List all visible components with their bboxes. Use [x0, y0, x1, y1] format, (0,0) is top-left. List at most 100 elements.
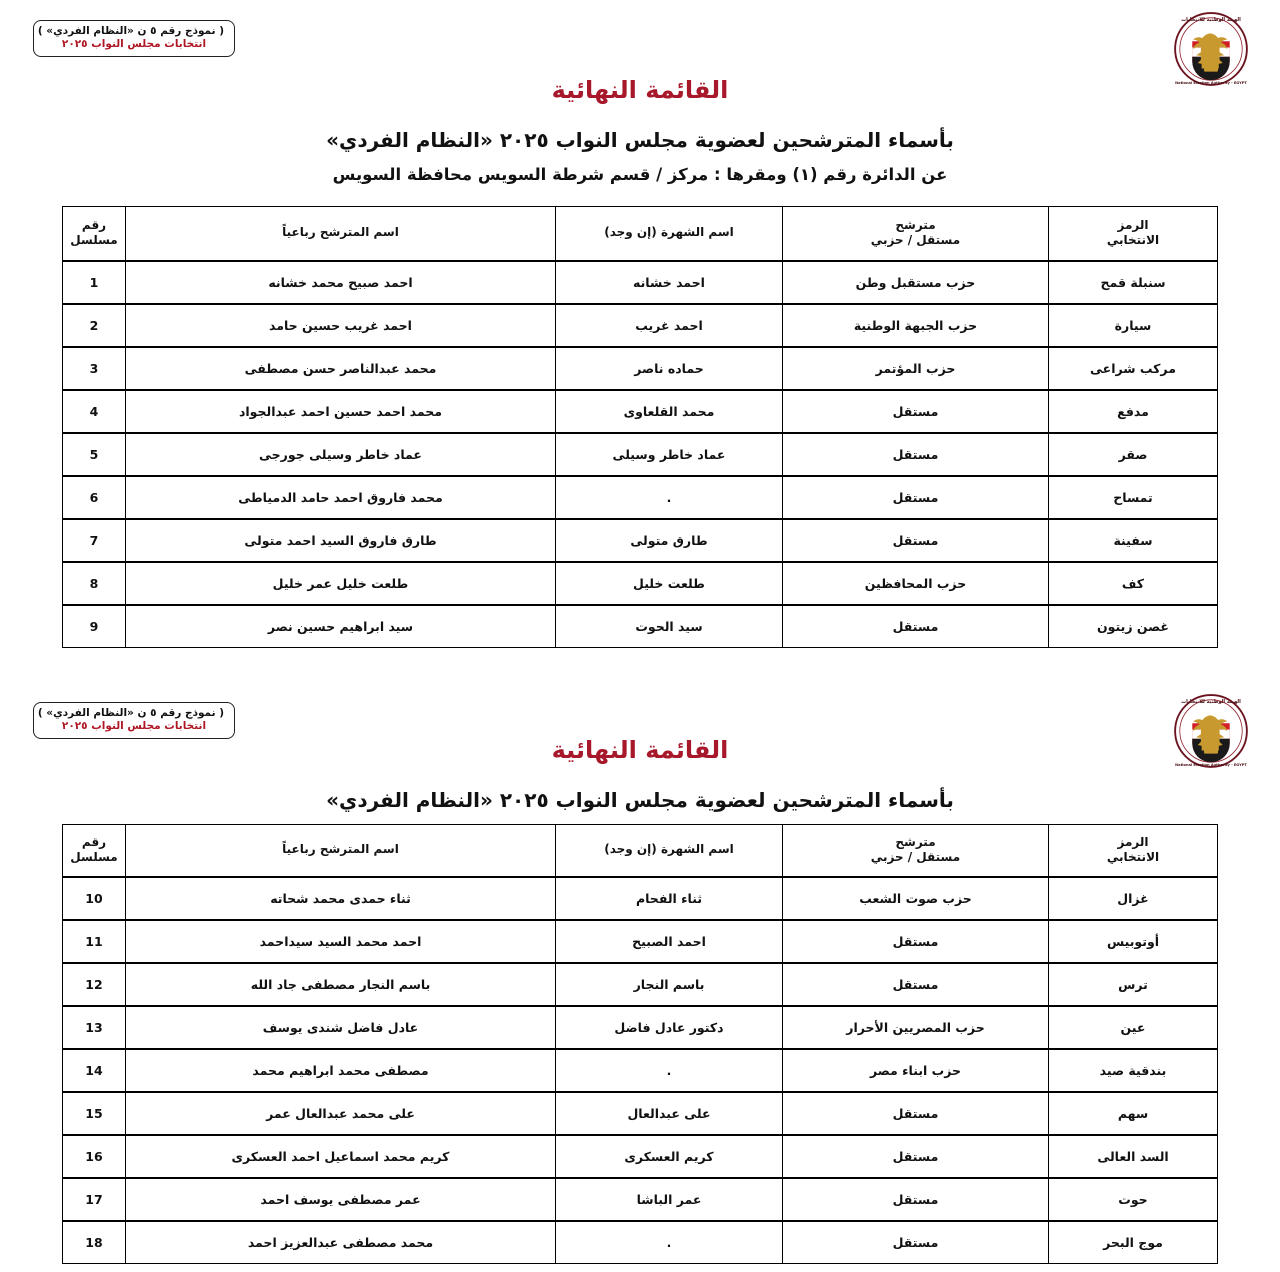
cell-name: ثناء حمدى محمد شحاته: [125, 875, 556, 920]
cell-party: مستقل: [782, 388, 1049, 433]
cell-party: حزب صوت الشعب: [782, 875, 1049, 920]
cell-name: محمد عبدالناصر حسن مصطفى: [125, 345, 556, 390]
national-election-authority-logo: الهيئة الوطنية للانتخابات National Elect…: [1172, 692, 1250, 770]
cell-serial: 5: [62, 431, 126, 476]
cell-symbol: تمساح: [1048, 474, 1218, 519]
cell-serial: 7: [62, 517, 126, 562]
form-tag-line1: ( نموذج رقم ٥ ن «النظام الفردي» ): [37, 25, 224, 37]
cell-symbol: سفينة: [1048, 517, 1218, 562]
table-row: مركب شراعى حزب المؤتمر حماده ناصر محمد ع…: [62, 345, 1218, 390]
header-symbol: الرمز الانتخابي: [1048, 824, 1218, 878]
header-party: مترشح مستقل / حزبي: [782, 824, 1049, 878]
cell-fame: باسم النجار: [555, 961, 783, 1006]
table-row: غصن زيتون مستقل سيد الحوت سيد ابراهيم حس…: [62, 603, 1218, 648]
cell-name: باسم النجار مصطفى جاد الله: [125, 961, 556, 1006]
cell-fame: محمد القلعاوى: [555, 388, 783, 433]
cell-party: حزب المؤتمر: [782, 345, 1049, 390]
cell-serial: 16: [62, 1133, 126, 1178]
cell-fame: على عبدالعال: [555, 1090, 783, 1135]
section-one-subtitle: بأسماء المترشحين لعضوية مجلس النواب ٢٠٢٥…: [326, 128, 954, 152]
cell-party: حزب المحافظين: [782, 560, 1049, 605]
cell-fame: ثناء الفحام: [555, 875, 783, 920]
table-row: سيارة حزب الجبهة الوطنية احمد غريب احمد …: [62, 302, 1218, 347]
cell-serial: 6: [62, 474, 126, 519]
table-row: تمساح مستقل . محمد فاروق احمد حامد الدمي…: [62, 474, 1218, 519]
national-election-authority-logo: الهيئة الوطنية للانتخابات National Elect…: [1172, 10, 1250, 88]
section-two-title: القائمة النهائية: [551, 736, 729, 764]
cell-serial: 4: [62, 388, 126, 433]
cell-symbol: سنبلة قمح: [1048, 259, 1218, 304]
cell-serial: 9: [62, 603, 126, 648]
cell-serial: 3: [62, 345, 126, 390]
table-row: سنبلة قمح حزب مستقبل وطن احمد خشانه احمد…: [62, 259, 1218, 304]
header-party: مترشح مستقل / حزبي: [782, 206, 1049, 262]
cell-fame: حماده ناصر: [555, 345, 783, 390]
header-serial: رقم مسلسل: [62, 824, 126, 878]
cell-serial: 12: [62, 961, 126, 1006]
section-one-title: القائمة النهائية: [551, 76, 729, 104]
cell-symbol: مركب شراعى: [1048, 345, 1218, 390]
cell-fame: عمر الباشا: [555, 1176, 783, 1221]
cell-name: محمد مصطفى عبدالعزيز احمد: [125, 1219, 556, 1264]
cell-fame: احمد غريب: [555, 302, 783, 347]
cell-serial: 2: [62, 302, 126, 347]
cell-serial: 17: [62, 1176, 126, 1221]
table-row: عين حزب المصريين الأحرار دكتور عادل فاضل…: [62, 1004, 1218, 1049]
cell-fame: .: [555, 1219, 783, 1264]
header-party-line1: مترشح: [895, 217, 936, 232]
svg-text:National Election Authority -: National Election Authority - EGYPT: [1175, 763, 1247, 767]
table-header-row: الرمز الانتخابي مترشح مستقل / حزبي اسم ا…: [62, 824, 1218, 878]
table-row: كف حزب المحافظين طلعت خليل طلعت خليل عمر…: [62, 560, 1218, 605]
cell-symbol: غزال: [1048, 875, 1218, 920]
form-tag-box: ( نموذج رقم ٥ ن «النظام الفردي» ) انتخاب…: [33, 702, 235, 740]
cell-fame: كريم العسكرى: [555, 1133, 783, 1178]
cell-party: حزب مستقبل وطن: [782, 259, 1049, 304]
cell-fame: .: [555, 1047, 783, 1092]
cell-symbol: سيارة: [1048, 302, 1218, 347]
cell-serial: 13: [62, 1004, 126, 1049]
cell-fame: طارق متولى: [555, 517, 783, 562]
cell-name: احمد صبيح محمد خشانه: [125, 259, 556, 304]
form-tag-line2: انتخابات مجلس النواب ٢٠٢٥: [61, 720, 207, 733]
table-row: سفينة مستقل طارق متولى طارق فاروق السيد …: [62, 517, 1218, 562]
cell-symbol: ترس: [1048, 961, 1218, 1006]
header-fame: اسم الشهرة (إن وجد): [555, 824, 783, 878]
form-tag-line1: ( نموذج رقم ٥ ن «النظام الفردي» ): [37, 707, 224, 719]
table-row: أوتوبيس مستقل احمد الصبيح احمد محمد السي…: [62, 918, 1218, 963]
cell-fame: سيد الحوت: [555, 603, 783, 648]
header-party-line2: مستقل / حزبي: [870, 233, 961, 248]
cell-party: حزب المصريين الأحرار: [782, 1004, 1049, 1049]
cell-party: مستقل: [782, 517, 1049, 562]
cell-name: طارق فاروق السيد احمد متولى: [125, 517, 556, 562]
header-symbol-line2: الانتخابي: [1106, 850, 1160, 865]
svg-text:الهيئة الوطنية للانتخابات: الهيئة الوطنية للانتخابات: [1181, 699, 1241, 705]
cell-name: عماد خاطر وسيلى جورجى: [125, 431, 556, 476]
cell-symbol: كف: [1048, 560, 1218, 605]
section-one-district: عن الدائرة رقم (١) ومقرها : مركز / قسم ش…: [332, 165, 948, 184]
candidates-table-one: الرمز الانتخابي مترشح مستقل / حزبي اسم ا…: [62, 206, 1218, 648]
cell-name: سيد ابراهيم حسين نصر: [125, 603, 556, 648]
cell-name: طلعت خليل عمر خليل: [125, 560, 556, 605]
table-row: غزال حزب صوت الشعب ثناء الفحام ثناء حمدى…: [62, 875, 1218, 920]
header-serial-line2: مسلسل: [70, 850, 118, 865]
header-serial-line1: رقم: [81, 834, 107, 849]
header-name: اسم المترشح رباعياً: [125, 824, 556, 878]
cell-party: مستقل: [782, 474, 1049, 519]
table-row: سهم مستقل على عبدالعال على محمد عبدالعال…: [62, 1090, 1218, 1135]
header-serial-line1: رقم: [81, 217, 107, 232]
cell-name: عادل فاضل شندى يوسف: [125, 1004, 556, 1049]
cell-serial: 15: [62, 1090, 126, 1135]
cell-fame: احمد الصبيح: [555, 918, 783, 963]
header-party-line2: مستقل / حزبي: [870, 850, 961, 865]
table-row: موج البحر مستقل . محمد مصطفى عبدالعزيز ا…: [62, 1219, 1218, 1264]
cell-name: محمد فاروق احمد حامد الدمياطى: [125, 474, 556, 519]
cell-party: مستقل: [782, 1090, 1049, 1135]
table-row: صقر مستقل عماد خاطر وسيلى عماد خاطر وسيل…: [62, 431, 1218, 476]
cell-serial: 10: [62, 875, 126, 920]
cell-party: مستقل: [782, 1133, 1049, 1178]
cell-serial: 8: [62, 560, 126, 605]
cell-party: حزب الجبهة الوطنية: [782, 302, 1049, 347]
cell-symbol: غصن زيتون: [1048, 603, 1218, 648]
cell-fame: دكتور عادل فاضل: [555, 1004, 783, 1049]
form-tag-box: ( نموذج رقم ٥ ن «النظام الفردي» ) انتخاب…: [33, 20, 235, 58]
